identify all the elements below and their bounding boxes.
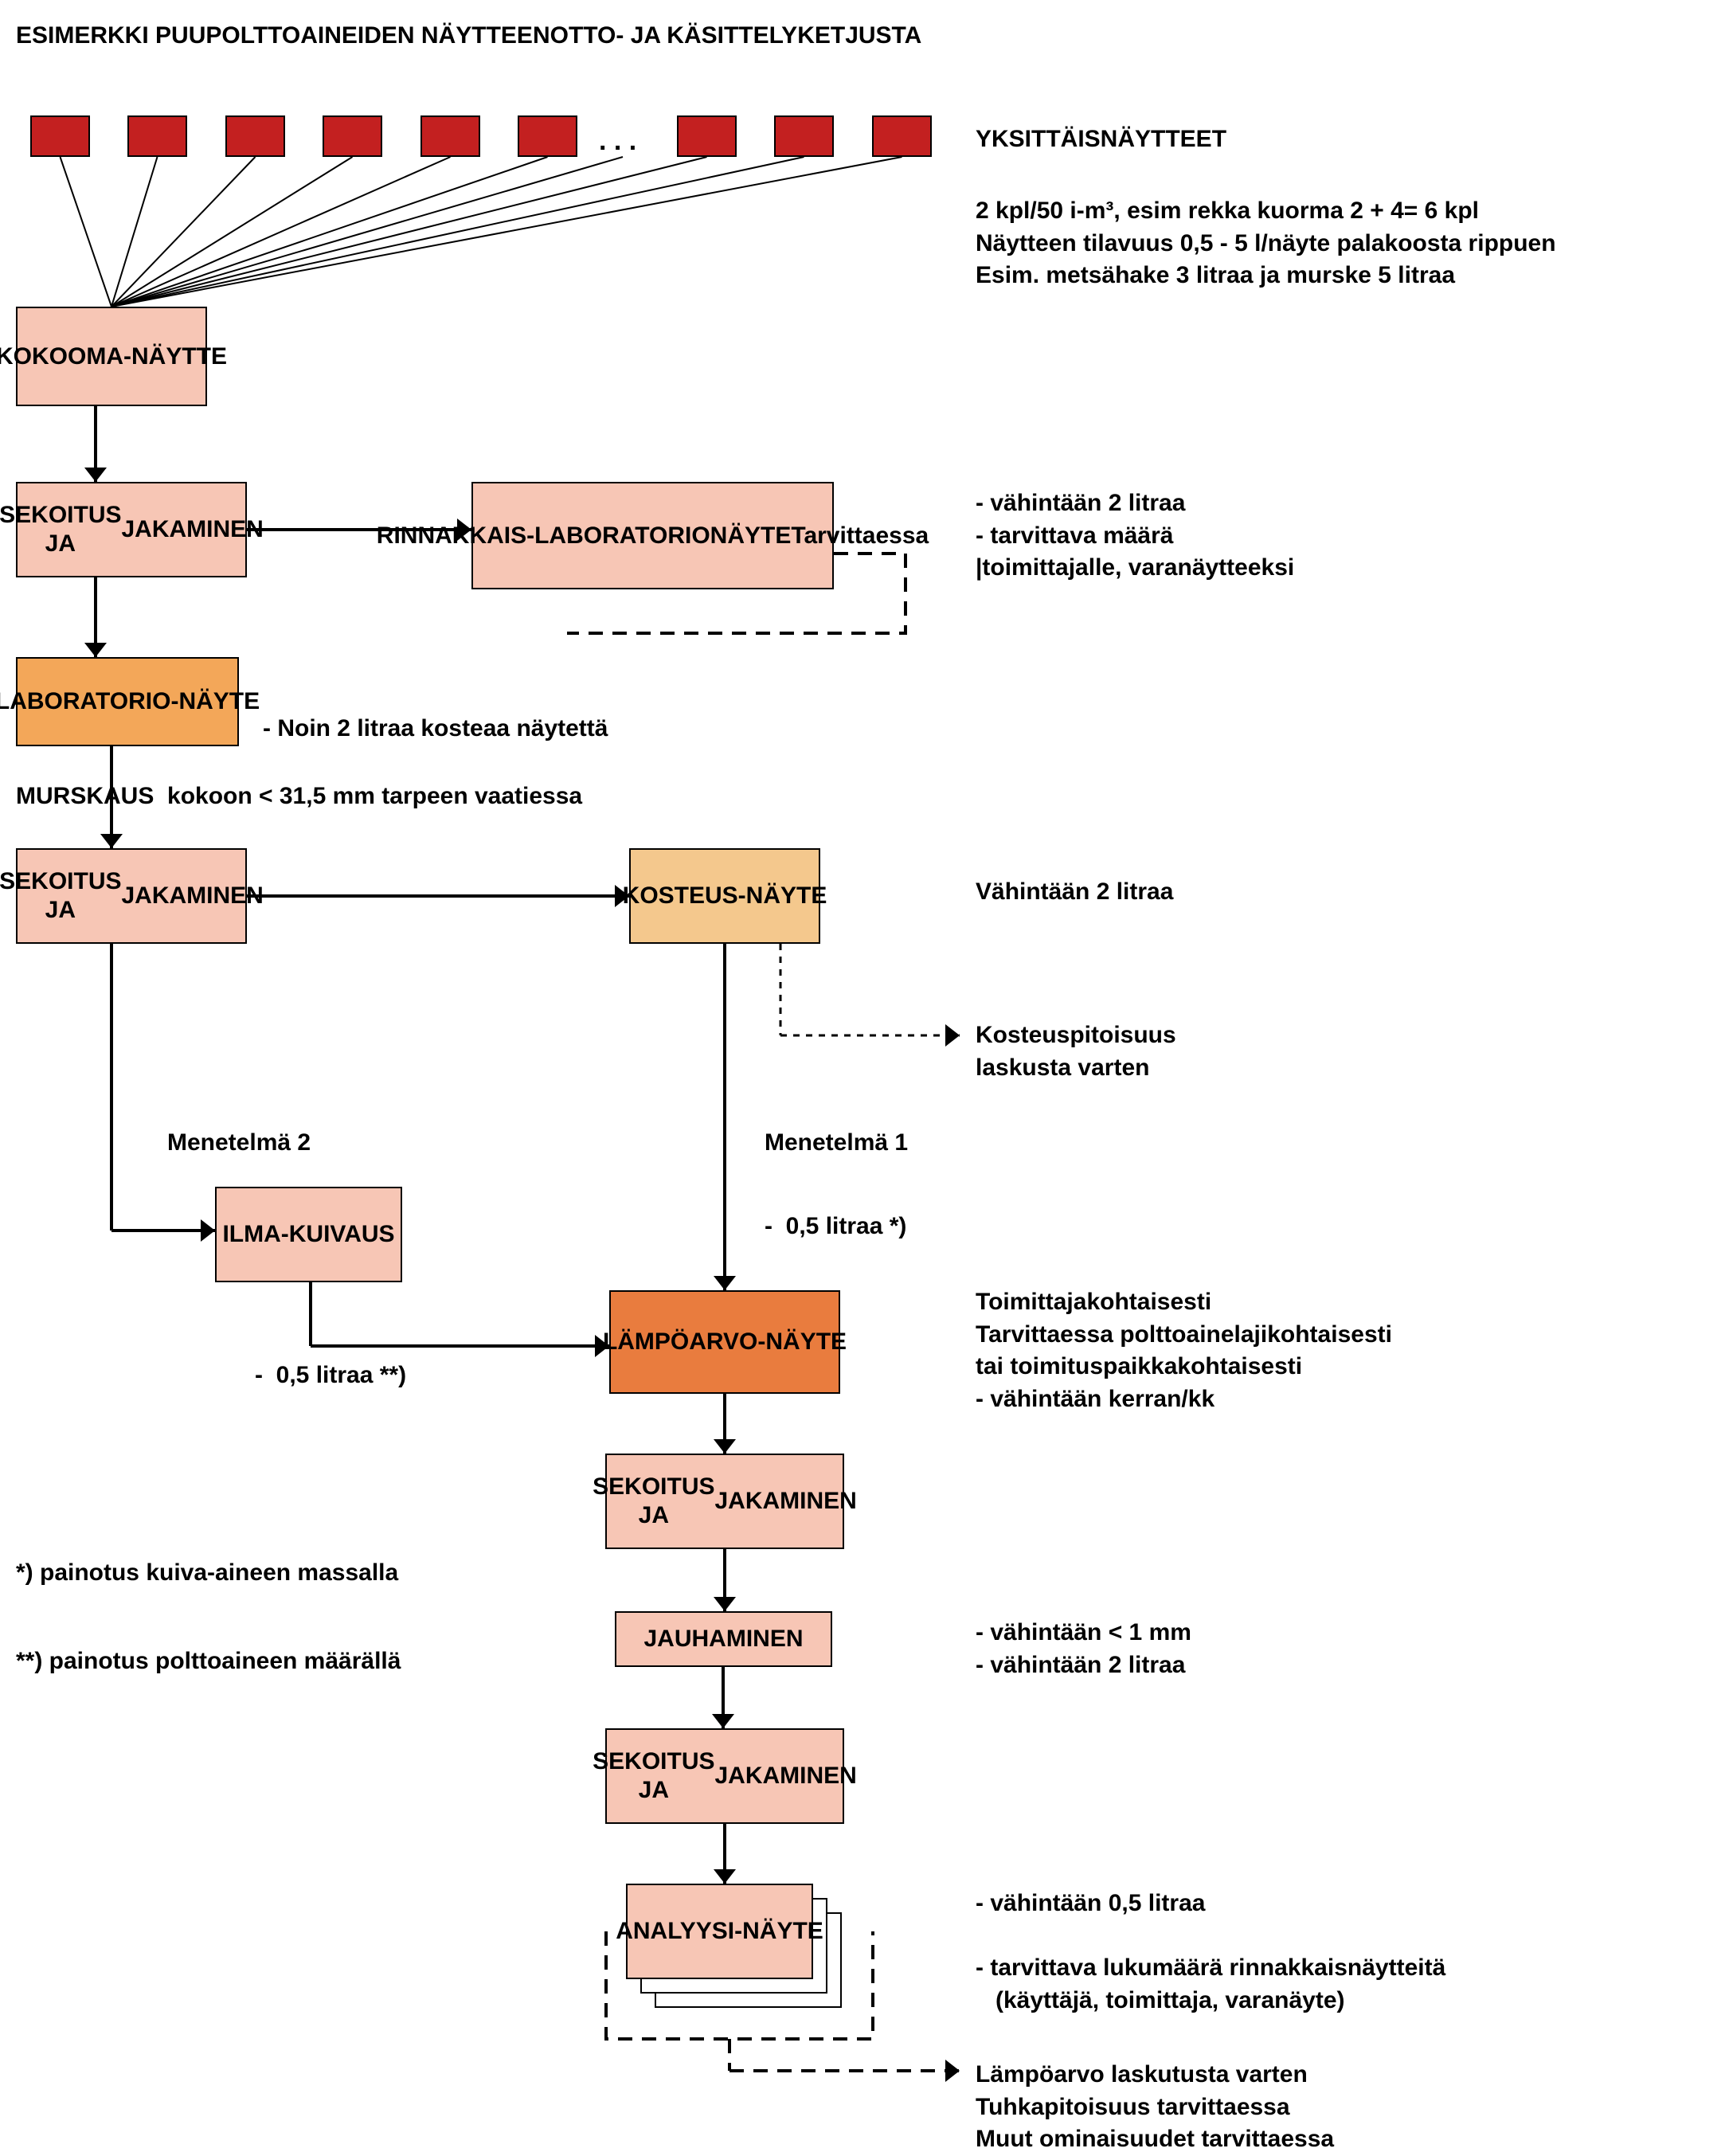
jauhaminen-box: JAUHAMINEN <box>615 1611 832 1667</box>
sample-box-7 <box>774 115 834 157</box>
analyysi-box: ANALYYSI-NÄYTE <box>626 1884 813 1979</box>
sample-box-8 <box>872 115 932 157</box>
page-title: ESIMERKKI PUUPOLTTOAINEIDEN NÄYTTEENOTTO… <box>16 20 921 53</box>
kosteus-box: KOSTEUS-NÄYTE <box>629 848 820 944</box>
samples-label: YKSITTÄISNÄYTTEET <box>976 123 1226 156</box>
sample-box-5 <box>518 115 577 157</box>
samples-notes: 2 kpl/50 i-m³, esim rekka kuorma 2 + 4= … <box>976 195 1556 292</box>
menetelma2-label: Menetelmä 2 <box>167 1127 311 1160</box>
murskaus-label: MURSKAUS kokoon < 31,5 mm tarpeen vaatie… <box>16 781 582 813</box>
kokooma-box: KOKOOMA-NÄYTTE <box>16 307 207 406</box>
samples-ellipsis: . . . <box>599 123 636 160</box>
sample-box-6 <box>677 115 737 157</box>
lampoarvo-notes: Toimittajakohtaisesti Tarvittaessa poltt… <box>976 1286 1392 1415</box>
sekoitus2-box: SEKOITUS JAJAKAMINEN <box>16 848 247 944</box>
final-notes: Lämpöarvo laskutusta varten Tuhkapitoisu… <box>976 2059 1334 2156</box>
sekoitus4-box: SEKOITUS JAJAKAMINEN <box>605 1728 844 1824</box>
m2-note: - 0,5 litraa **) <box>255 1360 406 1392</box>
lampoarvo-box: LÄMPÖARVO-NÄYTE <box>609 1290 840 1394</box>
jauhaminen-notes: - vähintään < 1 mm - vähintään 2 litraa <box>976 1617 1191 1681</box>
laboratorio-note: - Noin 2 litraa kosteaa näytettä <box>263 713 608 745</box>
rinnakkais-box: RINNAKKAIS-LABORATORIONÄYTETarvittaessa <box>471 482 834 589</box>
sample-box-1 <box>127 115 187 157</box>
footnote2: **) painotus polttoaineen määrällä <box>16 1645 401 1678</box>
sekoitus3-box: SEKOITUS JAJAKAMINEN <box>605 1454 844 1549</box>
menetelma1-label: Menetelmä 1 <box>765 1127 908 1160</box>
sample-box-3 <box>323 115 382 157</box>
kosteus-arrow-note: Kosteuspitoisuus laskusta varten <box>976 1019 1176 1084</box>
kosteus-note: Vähintään 2 litraa <box>976 876 1173 909</box>
sample-box-4 <box>420 115 480 157</box>
sample-box-0 <box>30 115 90 157</box>
sample-box-2 <box>225 115 285 157</box>
laboratorio-box: LABORATORIO-NÄYTE <box>16 657 239 746</box>
rinnakkais-notes: - vähintään 2 litraa - tarvittava määrä … <box>976 487 1294 585</box>
analyysi-notes: - vähintään 0,5 litraa - tarvittava luku… <box>976 1888 1445 2017</box>
sekoitus1-box: SEKOITUS JAJAKAMINEN <box>16 482 247 577</box>
ilma-box: ILMA-KUIVAUS <box>215 1187 402 1282</box>
footnote1: *) painotus kuiva-aineen massalla <box>16 1557 398 1590</box>
m1-note: - 0,5 litraa *) <box>765 1211 906 1243</box>
flow-lines <box>0 0 1721 2147</box>
